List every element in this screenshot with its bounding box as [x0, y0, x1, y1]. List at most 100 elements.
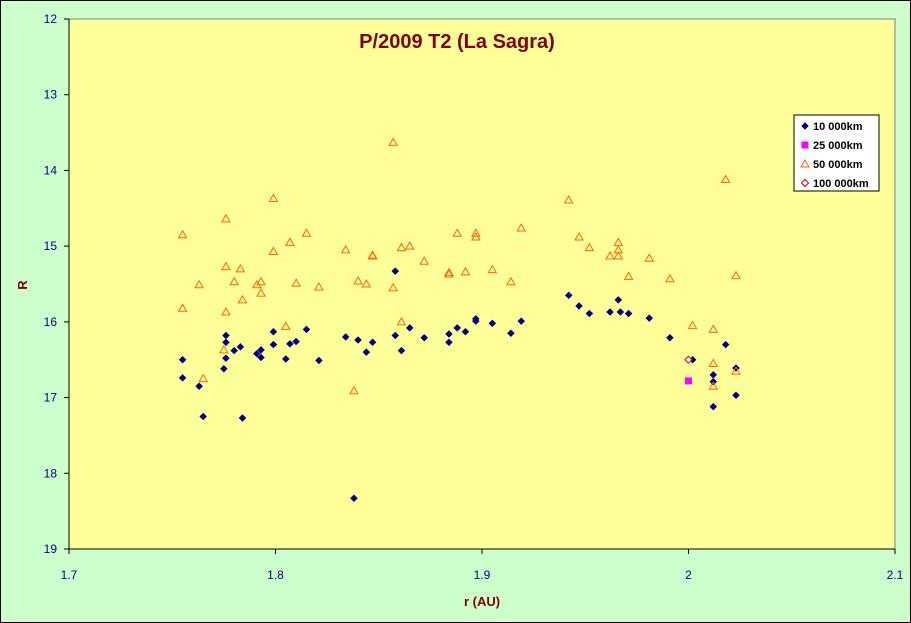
- y-tick-label: 15: [44, 239, 58, 253]
- data-point: [396, 316, 407, 326]
- data-point: [257, 353, 265, 362]
- data-point: [397, 346, 406, 355]
- x-tick-label: 1.8: [267, 568, 284, 582]
- y-tick-label: 13: [44, 88, 58, 102]
- data-point: [219, 344, 229, 354]
- data-point: [361, 278, 372, 288]
- data-point: [256, 276, 266, 286]
- data-point: [198, 373, 209, 383]
- data-point: [177, 229, 188, 239]
- data-point: [350, 494, 358, 503]
- data-point: [517, 317, 526, 325]
- plot-area: [68, 18, 896, 550]
- data-point: [221, 307, 231, 316]
- data-point: [575, 302, 583, 310]
- data-point: [574, 232, 584, 241]
- data-point: [285, 237, 295, 246]
- data-points: [177, 137, 741, 503]
- data-point: [222, 338, 230, 347]
- data-point: [687, 320, 698, 330]
- data-point: [396, 242, 407, 252]
- y-ticks: 12 13 14 15 16 17 18 19: [44, 12, 69, 556]
- data-point: [470, 232, 481, 241]
- data-point: [684, 355, 693, 364]
- data-point: [362, 348, 371, 356]
- y-tick-label: 17: [44, 391, 58, 405]
- data-point: [732, 391, 740, 400]
- data-point: [606, 308, 614, 316]
- data-point: [708, 358, 719, 367]
- data-point: [302, 325, 311, 334]
- data-point: [564, 291, 573, 300]
- data-point: [616, 308, 625, 316]
- data-point: [720, 174, 731, 184]
- legend-item-label: 100 000km: [813, 178, 869, 190]
- data-point: [488, 319, 497, 328]
- data-point: [238, 414, 247, 422]
- data-point: [445, 330, 453, 338]
- data-point: [644, 253, 655, 262]
- legend-item-label: 25 000km: [813, 140, 863, 152]
- legend-marker: [800, 178, 810, 188]
- data-point: [709, 402, 718, 411]
- data-point: [269, 340, 278, 349]
- data-point: [220, 364, 228, 373]
- data-point: [177, 303, 188, 312]
- x-tick-label: 1.9: [474, 568, 491, 582]
- data-point: [624, 309, 633, 318]
- data-point: [487, 264, 498, 274]
- data-point: [445, 338, 453, 347]
- data-point: [731, 270, 741, 280]
- data-point: [645, 314, 654, 322]
- data-point: [236, 342, 245, 351]
- data-point: [230, 346, 239, 355]
- data-point: [237, 294, 248, 304]
- data-point: [461, 327, 470, 336]
- data-point: [235, 263, 246, 273]
- data-point: [420, 333, 429, 342]
- data-point: [391, 331, 400, 340]
- data-point: [178, 355, 187, 364]
- legend-item-label: 10 000km: [813, 121, 863, 133]
- data-point: [665, 273, 675, 283]
- data-point: [471, 314, 480, 323]
- data-point: [721, 340, 730, 349]
- data-point: [444, 269, 454, 278]
- data-point: [314, 282, 324, 291]
- data-point: [256, 288, 266, 297]
- data-point: [405, 324, 414, 332]
- data-point: [419, 256, 430, 265]
- data-point: [195, 382, 203, 391]
- data-point: [229, 276, 240, 286]
- data-point: [391, 267, 400, 275]
- data-point: [268, 246, 279, 255]
- data-point: [708, 324, 719, 333]
- data-point: [301, 228, 312, 237]
- data-point: [340, 244, 351, 254]
- data-point: [666, 333, 674, 342]
- data-point: [257, 346, 265, 354]
- data-point: [367, 250, 378, 260]
- data-point: [280, 321, 291, 330]
- x-tick-label: 2: [685, 568, 692, 582]
- chart-title: P/2009 T2 (La Sagra): [359, 31, 555, 53]
- data-point: [222, 354, 230, 363]
- legend-item-label: 50 000km: [813, 159, 863, 171]
- data-point: [354, 336, 362, 344]
- y-tick-label: 18: [44, 466, 58, 480]
- data-point: [349, 385, 359, 395]
- data-point: [452, 228, 463, 237]
- data-point: [286, 339, 294, 348]
- data-point: [291, 278, 302, 287]
- data-point: [388, 137, 399, 146]
- data-point: [353, 275, 363, 285]
- data-point: [506, 276, 516, 286]
- legend-marker: [800, 158, 810, 168]
- legend-marker: [801, 141, 809, 149]
- legend-box: [793, 114, 880, 192]
- data-point: [253, 349, 261, 358]
- data-point: [341, 333, 350, 341]
- data-point: [563, 194, 574, 204]
- data-point: [507, 329, 515, 338]
